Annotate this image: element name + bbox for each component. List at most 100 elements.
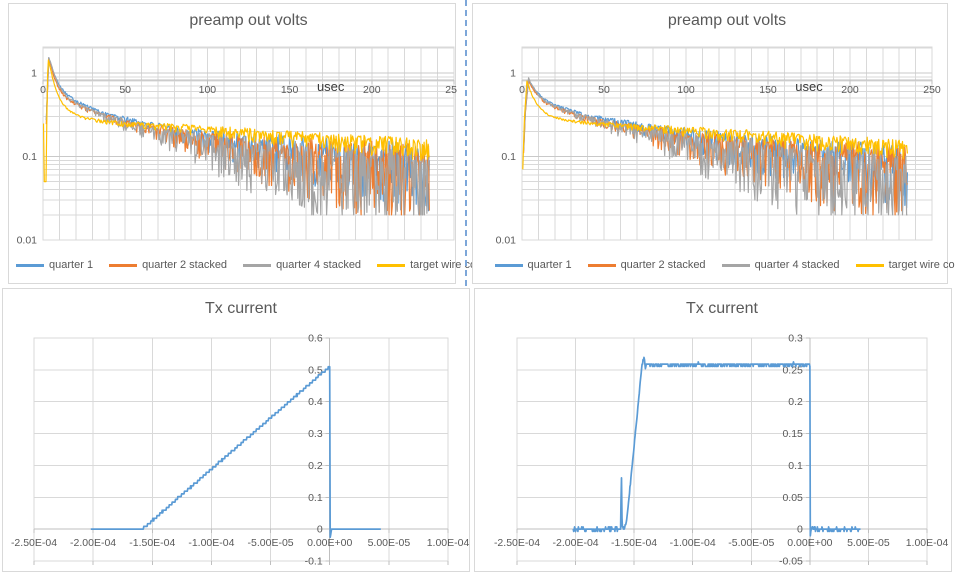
legend-line-swatch [377, 263, 406, 267]
legend-item: quarter 4 stacked [243, 259, 361, 271]
legend-line-swatch [855, 263, 884, 267]
legend-item: target wire coil [855, 259, 955, 271]
series-quarter-4-stacked [45, 56, 430, 216]
svg-text:0.00E+00: 0.00E+00 [307, 537, 352, 549]
legend-line-swatch [243, 263, 272, 267]
chart-tx-current-right[interactable]: Tx current -2.50E-04 -2.00E-04 -1.50E-04 -1… [474, 288, 952, 572]
svg-text:-0.05: -0.05 [779, 556, 803, 568]
svg-text:0.15: 0.15 [782, 428, 803, 440]
svg-text:-2.50E-04: -2.50E-04 [494, 537, 540, 549]
svg-text:0: 0 [519, 84, 525, 96]
y-tick-labels: 0.3 0.25 0.2 0.15 0.1 0.05 0 -0.05 [779, 333, 803, 568]
svg-text:150: 150 [281, 84, 299, 96]
svg-text:5.00E-05: 5.00E-05 [847, 537, 890, 549]
page-break-line [465, 0, 467, 286]
legend-item: quarter 4 stacked [721, 259, 840, 271]
legend-line-swatch [109, 263, 138, 267]
series-lines [522, 77, 908, 216]
svg-text:-0.1: -0.1 [305, 556, 323, 568]
legend-label: target wire coil [888, 259, 955, 271]
x-axis-title: usec [317, 79, 345, 94]
legend-label: quarter 4 stacked [276, 259, 362, 271]
svg-text:0.2: 0.2 [788, 396, 803, 408]
svg-text:-5.00E-05: -5.00E-05 [248, 537, 294, 549]
svg-text:-1.00E-04: -1.00E-04 [670, 537, 716, 549]
chart-title: Tx current [685, 300, 758, 317]
series-quarter-4-stacked [523, 77, 908, 216]
chart-legend: quarter 1 quarter 2 stacked quarter 4 stac… [16, 256, 481, 274]
legend-label: quarter 2 stacked [620, 259, 706, 271]
y-tick-labels: 0.6 0.5 0.4 0.3 0.2 0.1 0 -0.1 [305, 333, 323, 568]
legend-label: quarter 2 stacked [142, 259, 228, 271]
y-tick-labels: 1 0.1 0.01 [496, 68, 517, 247]
svg-text:0.2: 0.2 [308, 460, 323, 472]
svg-text:0.01: 0.01 [17, 235, 38, 247]
svg-text:0: 0 [40, 84, 46, 96]
svg-text:0.1: 0.1 [308, 492, 323, 504]
chart-title: preamp out volts [667, 12, 787, 29]
x-tick-labels: 0 50 100 150 200 250 [40, 84, 457, 96]
legend-label: quarter 1 [49, 259, 94, 271]
svg-text:-2.00E-04: -2.00E-04 [70, 537, 116, 549]
svg-text:-5.00E-05: -5.00E-05 [728, 537, 774, 549]
legend-item: quarter 2 stacked [587, 259, 706, 271]
x-axis-title: usec [795, 79, 823, 94]
axis-lines [33, 337, 449, 565]
svg-text:1.00E-04: 1.00E-04 [427, 537, 470, 549]
series-Tx-current [90, 365, 382, 539]
svg-text:0.25: 0.25 [782, 364, 803, 376]
legend-line-swatch [16, 263, 45, 267]
legend-item: quarter 2 stacked [109, 259, 227, 271]
chart-tx-current-left[interactable]: Tx current -2.50E-04 -2.00E-04 -1.50E-04 -1… [2, 288, 470, 572]
legend-label: quarter 1 [527, 259, 572, 271]
svg-text:250: 250 [923, 84, 941, 96]
svg-text:0.6: 0.6 [308, 333, 323, 345]
chart-preamp-right[interactable]: preamp out volts 0 50 100 150 200 250 1 0.1 0.01… [472, 3, 955, 284]
chart-title: Tx current [204, 300, 277, 317]
svg-text:100: 100 [199, 84, 217, 96]
chart-title: preamp out volts [189, 12, 308, 29]
svg-text:0.5: 0.5 [308, 364, 323, 376]
svg-text:0.1: 0.1 [788, 460, 803, 472]
tx-current-left-plot: -2.50E-04 -2.00E-04 -1.50E-04 -1.00E-04 -5.0… [11, 333, 470, 568]
legend-item: quarter 1 [494, 259, 572, 271]
svg-text:5.00E-05: 5.00E-05 [368, 537, 411, 549]
chart-preamp-left[interactable]: preamp out volts 0 50 100 150 200 250 1 0.1 0.01… [8, 3, 481, 284]
legend-line-swatch [587, 263, 616, 267]
legend-label: quarter 4 stacked [754, 259, 840, 271]
axis-lines [42, 79, 455, 85]
series-quarter-2-stacked [45, 57, 430, 216]
svg-text:0.3: 0.3 [788, 333, 803, 345]
series-lines [43, 56, 430, 216]
svg-text:150: 150 [759, 84, 777, 96]
gridlines [33, 337, 449, 562]
svg-text:-2.50E-04: -2.50E-04 [11, 537, 57, 549]
svg-text:-1.50E-04: -1.50E-04 [611, 537, 657, 549]
svg-text:0.00E+00: 0.00E+00 [787, 537, 832, 549]
svg-text:250: 250 [445, 84, 457, 96]
svg-text:200: 200 [841, 84, 859, 96]
svg-text:-2.00E-04: -2.00E-04 [553, 537, 599, 549]
svg-text:0.4: 0.4 [308, 396, 323, 408]
preamp-right-plot: 0 50 100 150 200 250 1 0.1 0.01 usec [496, 46, 941, 247]
series-Tx-current [572, 356, 861, 537]
x-tick-labels: -2.50E-04 -2.00E-04 -1.50E-04 -1.00E-04 -5.0… [11, 537, 470, 549]
axis-lines [521, 79, 933, 85]
svg-text:200: 200 [363, 84, 381, 96]
legend-line-swatch [721, 263, 750, 267]
series-lines [572, 356, 861, 537]
svg-text:0.1: 0.1 [501, 151, 516, 163]
x-tick-labels: 0 50 100 150 200 250 [519, 84, 941, 96]
svg-text:1.00E-04: 1.00E-04 [906, 537, 949, 549]
svg-text:0.05: 0.05 [782, 492, 803, 504]
chart-legend: quarter 1 quarter 2 stacked quarter 4 stac… [494, 256, 955, 274]
svg-text:0.1: 0.1 [22, 151, 37, 163]
legend-item: target wire coil [377, 259, 481, 271]
svg-text:0: 0 [797, 524, 803, 536]
svg-text:0.3: 0.3 [308, 428, 323, 440]
x-tick-labels: -2.50E-04 -2.00E-04 -1.50E-04 -1.00E-04 -5.0… [494, 537, 949, 549]
svg-text:-1.50E-04: -1.50E-04 [129, 537, 175, 549]
series-target-wire-coil [522, 80, 908, 170]
svg-text:0: 0 [317, 524, 323, 536]
